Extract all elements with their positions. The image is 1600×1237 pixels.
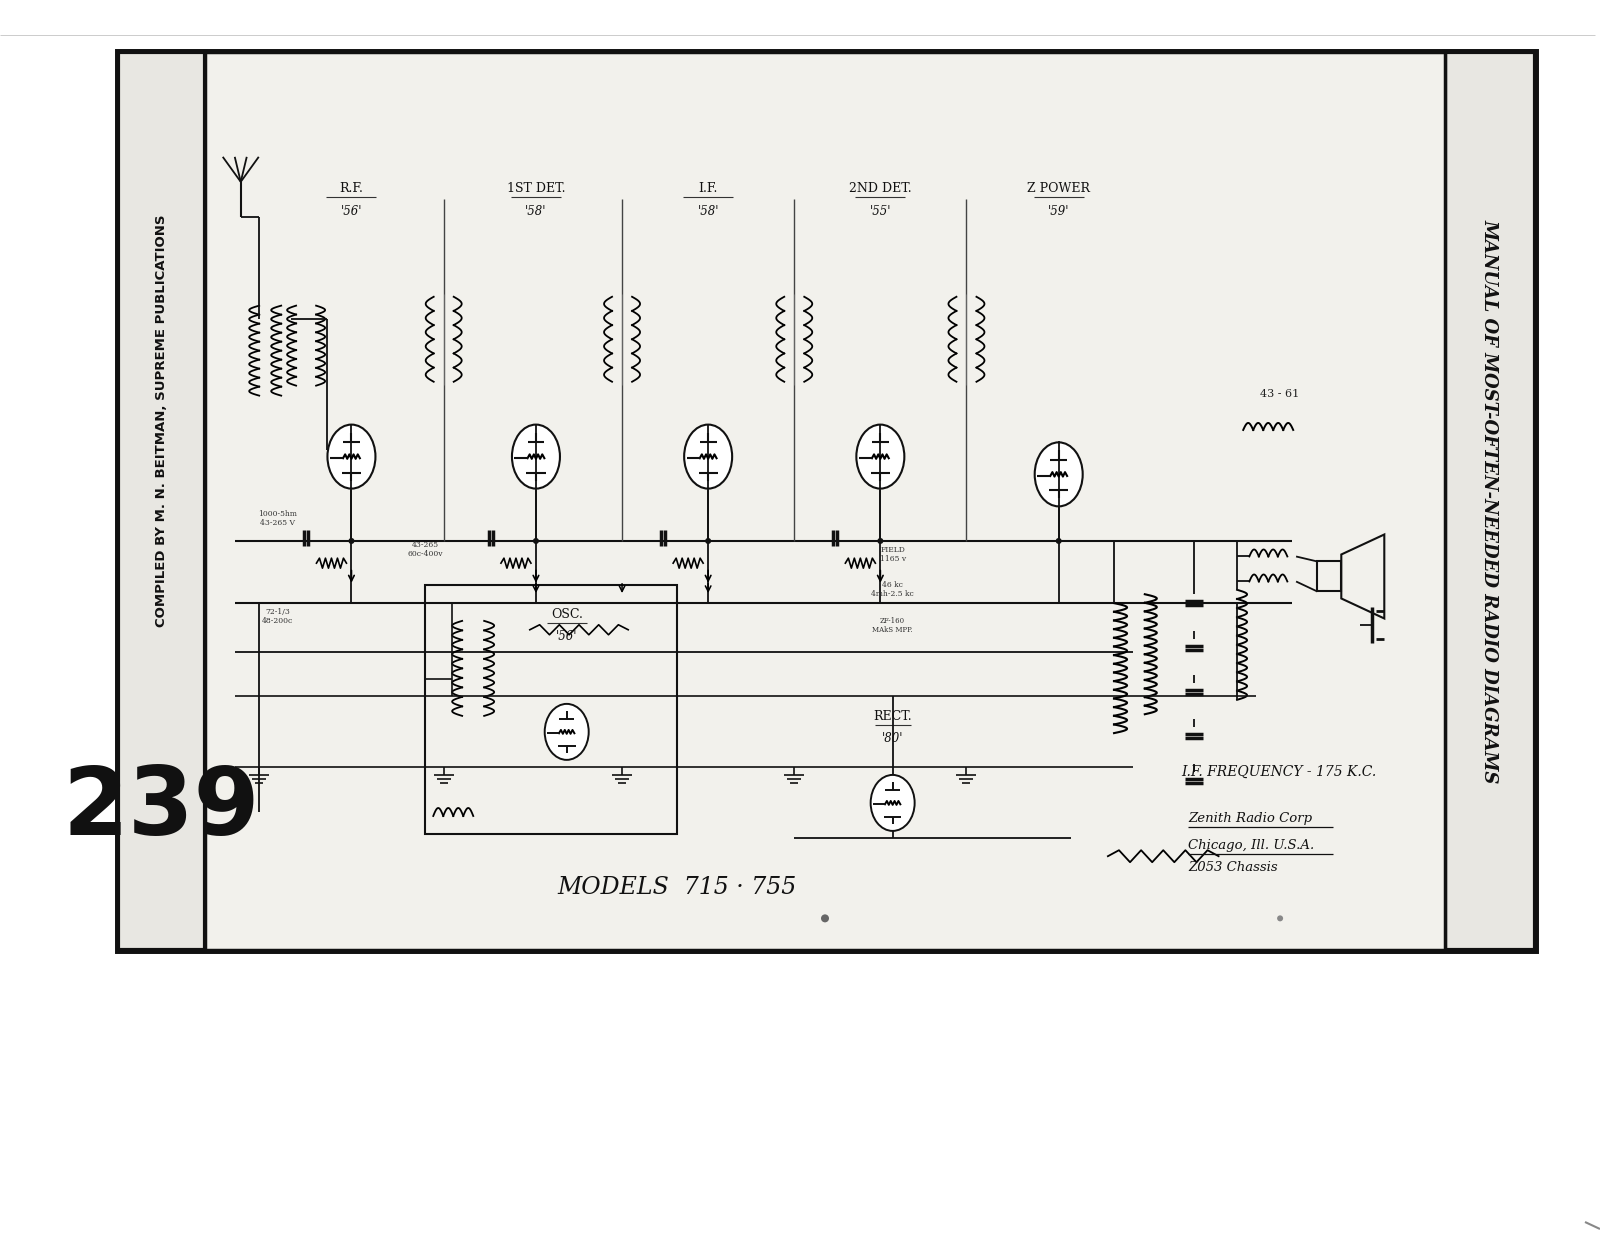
Ellipse shape [328,424,376,489]
Text: FIELD
1165 v: FIELD 1165 v [880,546,906,563]
Text: 72-1/3
48-200c: 72-1/3 48-200c [262,607,293,625]
Ellipse shape [1035,443,1083,506]
Text: 239: 239 [62,763,261,855]
Ellipse shape [512,424,560,489]
Text: 2ND DET.: 2ND DET. [850,182,912,194]
Text: Z053 Chassis: Z053 Chassis [1187,861,1277,875]
Bar [205,52,1445,950]
Circle shape [1056,538,1062,544]
Text: '56': '56' [555,630,578,643]
Circle shape [1277,915,1283,922]
Circle shape [533,538,539,544]
Circle shape [821,914,829,923]
Ellipse shape [685,424,733,489]
Text: 43 - 61: 43 - 61 [1261,390,1299,400]
Bar [1317,562,1341,591]
Text: 43-265
60c-400v: 43-265 60c-400v [408,542,443,558]
Text: '55': '55' [870,204,891,218]
Bar [118,52,1534,950]
Text: Z POWER: Z POWER [1027,182,1090,194]
Text: '58': '58' [525,204,547,218]
Text: I.F.: I.F. [699,182,718,194]
Text: RECT.: RECT. [874,710,912,722]
Ellipse shape [870,774,915,831]
Circle shape [349,538,355,544]
Text: Chicago, Ill. U.S.A.: Chicago, Ill. U.S.A. [1187,839,1314,852]
Text: ZF-160
MAkS MPP.: ZF-160 MAkS MPP. [872,617,914,633]
Text: COMPILED BY M. N. BEITMAN, SUPREME PUBLICATIONS: COMPILED BY M. N. BEITMAN, SUPREME PUBLI… [155,215,168,627]
Bar [1445,52,1534,950]
Text: 46 kc
4mh-2.5 kc: 46 kc 4mh-2.5 kc [872,581,914,599]
Text: MANUAL OF MOST-OFTEN-NEEDED RADIO DIAGRAMS: MANUAL OF MOST-OFTEN-NEEDED RADIO DIAGRA… [1482,219,1499,783]
Text: I.F. FREQUENCY - 175 K.C.: I.F. FREQUENCY - 175 K.C. [1182,764,1378,779]
Text: '56': '56' [341,204,362,218]
Text: MODELS  715 · 755: MODELS 715 · 755 [558,876,797,899]
Ellipse shape [544,704,589,760]
Text: '58': '58' [698,204,718,218]
Circle shape [877,538,883,544]
Text: OSC.: OSC. [550,607,582,621]
Bar [118,52,205,950]
Text: 1ST DET.: 1ST DET. [507,182,565,194]
Text: '59': '59' [1048,204,1069,218]
Text: 1000-5hm
43-265 V: 1000-5hm 43-265 V [258,510,298,527]
Circle shape [706,538,710,544]
Text: '80': '80' [882,732,904,745]
Bar [426,585,677,834]
Text: R.F.: R.F. [339,182,363,194]
Text: Zenith Radio Corp: Zenith Radio Corp [1187,813,1312,825]
Ellipse shape [856,424,904,489]
